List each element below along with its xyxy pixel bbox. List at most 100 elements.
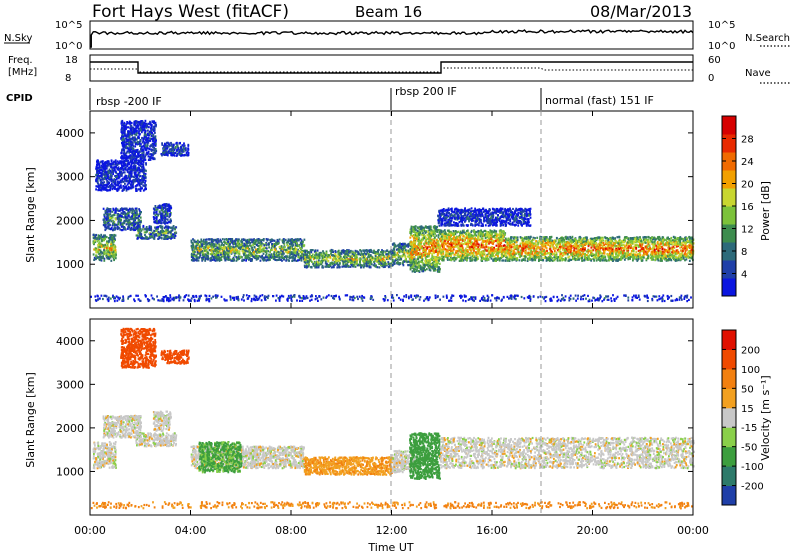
range-cell (97, 244, 99, 246)
range-cell (224, 238, 226, 240)
range-cell (401, 243, 403, 245)
range-cell (396, 249, 398, 251)
range-cell (150, 227, 152, 229)
range-cell (353, 259, 355, 261)
range-cell (142, 181, 144, 183)
range-cell (103, 218, 105, 220)
range-cell (126, 188, 128, 190)
range-cell (144, 234, 146, 236)
range-cell (261, 249, 263, 251)
range-cell (398, 256, 400, 258)
range-cell (142, 129, 144, 131)
range-cell (130, 144, 132, 146)
range-cell (215, 260, 217, 262)
range-cell (109, 238, 111, 240)
range-cell (174, 232, 176, 234)
range-cell (151, 132, 153, 134)
range-cell (183, 142, 185, 144)
range-cell (353, 264, 355, 266)
range-cell (137, 217, 139, 219)
range-cell (130, 218, 132, 220)
range-cell (170, 207, 172, 209)
range-cell (171, 143, 173, 145)
range-cell (128, 140, 130, 142)
range-cell (138, 220, 140, 222)
range-cell (172, 149, 174, 151)
range-cell (121, 155, 123, 157)
range-cell (121, 125, 123, 127)
range-cell (139, 179, 141, 181)
range-cell (131, 152, 133, 154)
range-cell (245, 248, 247, 250)
range-cell (101, 189, 103, 191)
range-cell (126, 138, 128, 140)
range-cell (267, 243, 269, 245)
range-cell (177, 148, 179, 150)
range-cell (113, 166, 115, 168)
range-cell (97, 170, 99, 172)
range-cell (227, 254, 229, 256)
range-cell (250, 255, 252, 257)
range-cell (110, 253, 112, 255)
nave-tick-bottom: 0 (708, 73, 714, 84)
range-cell (377, 250, 379, 252)
range-cell (165, 237, 167, 239)
range-cell (288, 251, 290, 253)
range-cell (96, 161, 98, 163)
range-cell (150, 126, 152, 128)
range-cell (266, 253, 268, 255)
range-cell (108, 210, 110, 212)
range-cell (295, 240, 297, 242)
range-cell (135, 138, 137, 140)
range-cell (314, 257, 316, 259)
range-cell (287, 241, 289, 243)
freq-label-line1: Freq. (8, 55, 33, 66)
range-cell (160, 222, 162, 224)
range-cell (335, 261, 337, 263)
range-cell (137, 155, 139, 157)
range-cell (205, 258, 207, 260)
range-cell (347, 250, 349, 252)
range-cell (107, 207, 109, 209)
range-cell (151, 229, 153, 231)
range-cell (135, 170, 137, 172)
range-cell (137, 159, 139, 161)
range-cell (301, 243, 303, 245)
range-cell (274, 259, 276, 261)
range-cell (375, 255, 377, 257)
range-cell (124, 180, 126, 182)
range-cell (412, 254, 414, 256)
range-cell (127, 126, 129, 128)
range-cell (147, 147, 149, 149)
range-cell (154, 136, 156, 138)
range-cell (116, 164, 118, 166)
range-cell (125, 175, 127, 177)
range-cell (103, 208, 105, 210)
range-cell (351, 255, 353, 257)
range-cell (350, 262, 352, 264)
range-cell (238, 244, 240, 246)
range-cell (345, 264, 347, 266)
range-cell (365, 253, 367, 255)
range-cell (118, 183, 120, 185)
range-cell (118, 175, 120, 177)
range-cell (132, 145, 134, 147)
range-cell (106, 250, 108, 252)
range-cell (163, 217, 165, 219)
range-cell (355, 254, 357, 256)
range-cell (277, 255, 279, 257)
range-cell (135, 129, 137, 131)
range-cell (129, 178, 131, 180)
range-cell (379, 257, 381, 259)
range-cell (140, 233, 142, 235)
sky-panel: N.Sky 10^5 10^0 10^5 10^0 N.Search (4, 20, 790, 52)
range-cell (182, 147, 184, 149)
cpid-row: CPID rbsp -200 IF rbsp 200 IF normal (fa… (6, 85, 654, 110)
nsearch-tick-top: 10^5 (708, 20, 735, 31)
range-cell (255, 250, 257, 252)
range-cell (159, 237, 161, 239)
range-cell (230, 250, 232, 252)
range-cell (95, 179, 97, 181)
range-cell (234, 251, 236, 253)
range-cell (272, 245, 274, 247)
